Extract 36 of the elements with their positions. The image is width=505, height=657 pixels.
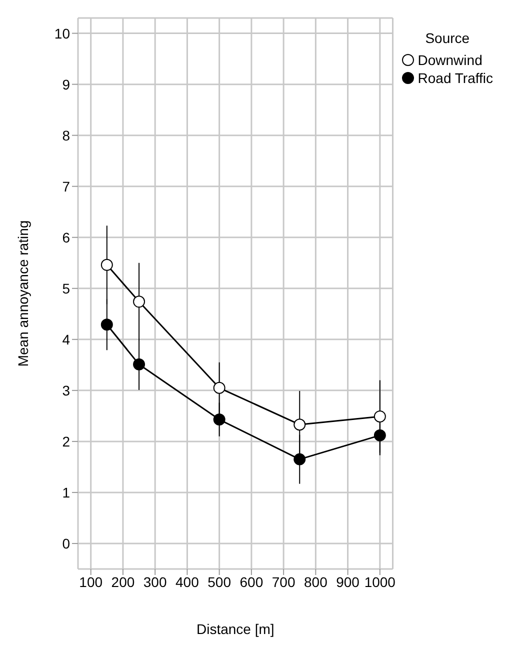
point [374, 429, 386, 442]
y-tick-label: 6 [62, 229, 70, 246]
y-tick-label: 5 [62, 280, 70, 296]
x-tick-label: 1000 [364, 574, 396, 590]
point [213, 382, 226, 394]
point [294, 453, 306, 466]
point [374, 410, 386, 422]
y-tick-label: 8 [62, 127, 70, 144]
x-tick-label: 200 [111, 574, 135, 590]
x-axis-title: Distance [m] [196, 621, 274, 637]
x-tick-label: 100 [79, 574, 103, 590]
point [213, 414, 226, 426]
x-tick-label: 900 [336, 574, 360, 590]
y-tick-label: 10 [54, 25, 70, 42]
point [100, 258, 113, 271]
x-tick-label: 600 [240, 574, 264, 590]
point [133, 358, 146, 370]
point [100, 318, 113, 331]
y-tick-label: 3 [62, 382, 70, 398]
y-tick-label: 0 [62, 535, 70, 552]
point [133, 296, 146, 308]
legend-label: Downwind [418, 52, 482, 68]
x-tick-label: 400 [176, 574, 200, 590]
y-tick-label: 2 [62, 433, 70, 450]
y-tick-label: 4 [62, 331, 70, 348]
x-tick-label: 500 [208, 574, 232, 590]
legend-title: Source [424, 30, 471, 46]
y-tick-label: 7 [62, 178, 70, 194]
legend-label: Road Traffic [418, 70, 493, 86]
y-tick-label: 9 [62, 76, 70, 92]
y-tick-label: 1 [62, 484, 70, 500]
y-axis-title: Mean annoyance rating [14, 220, 31, 367]
x-tick-label: 700 [272, 574, 296, 590]
x-tick-label: 300 [143, 574, 167, 590]
x-tick-label: 800 [304, 574, 328, 590]
point [294, 418, 306, 431]
